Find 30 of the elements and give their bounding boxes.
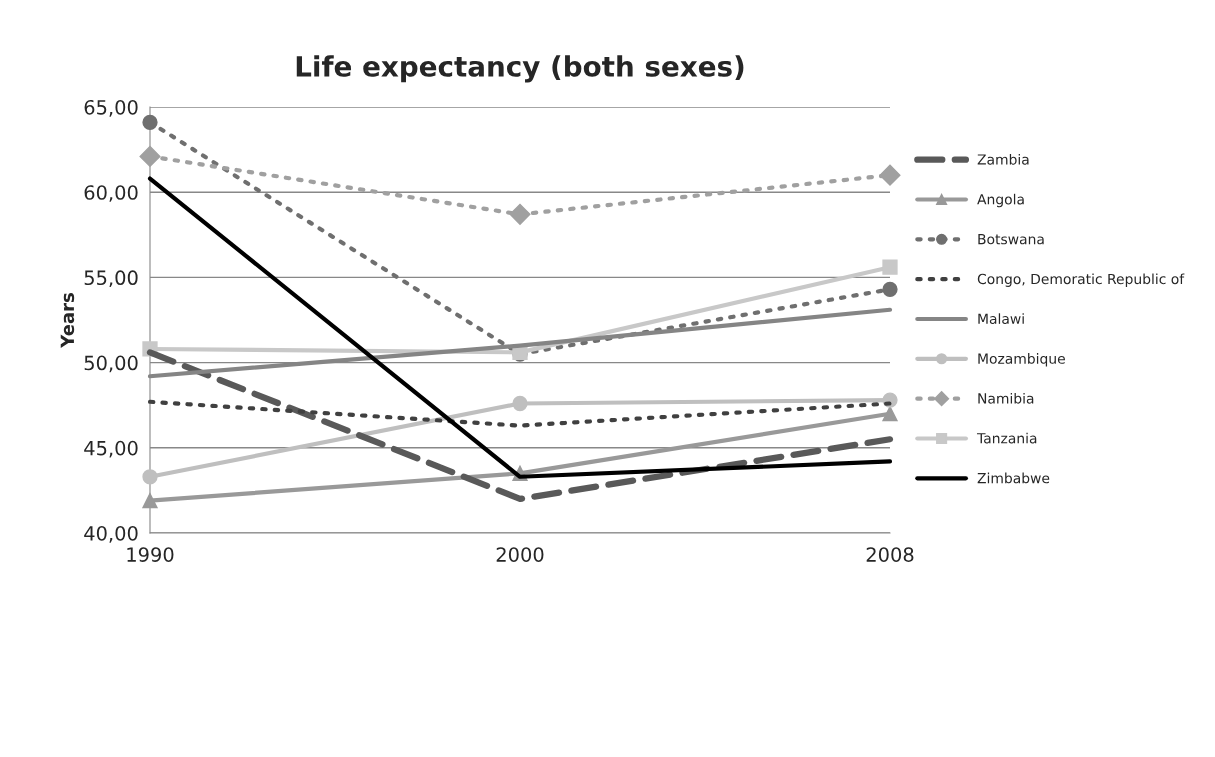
point xyxy=(142,492,158,509)
legend-label: Mozambique xyxy=(978,353,1065,367)
x-tick-label: 2000 xyxy=(496,547,544,562)
point xyxy=(512,395,528,412)
x-tick-label: 1990 xyxy=(127,547,174,562)
y-tick-label: 50,00 xyxy=(84,355,138,373)
x-tick-label: 2008 xyxy=(866,547,914,562)
legend-label: Angola xyxy=(977,193,1024,208)
legend-label: Zambia xyxy=(977,153,1029,165)
point xyxy=(139,145,161,167)
point xyxy=(882,406,898,422)
legend-label: Congo, Demoratic Republic of xyxy=(977,273,1185,287)
y-tick-label: 60,00 xyxy=(84,185,138,202)
y-tick-label: 40,00 xyxy=(84,525,138,543)
legend-label: Botswana xyxy=(978,234,1044,245)
y-tick-label: 55,00 xyxy=(84,270,138,288)
point xyxy=(879,164,901,186)
point xyxy=(882,281,898,297)
legend-label: Namibia xyxy=(978,392,1034,404)
point xyxy=(509,203,531,225)
legend-label: Tanzania xyxy=(976,432,1037,444)
y-tick-label: 65,00 xyxy=(84,99,138,117)
chart-title: Life expectancy (both sexes) xyxy=(296,55,744,83)
point xyxy=(882,259,898,275)
y-axis-title: Years xyxy=(60,293,75,348)
legend-label: Malawi xyxy=(978,313,1024,325)
legend-label: Zimbabwe xyxy=(977,472,1050,484)
point xyxy=(142,114,158,130)
point xyxy=(142,469,158,485)
y-tick-label: 45,00 xyxy=(84,440,138,458)
